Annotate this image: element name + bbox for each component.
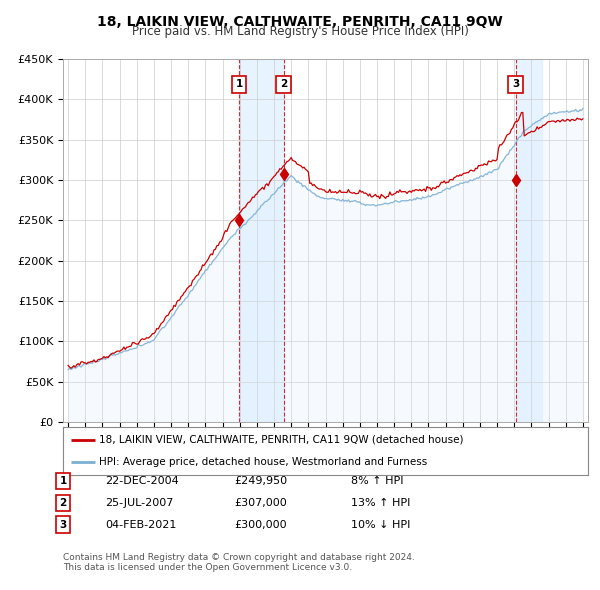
Text: 18, LAIKIN VIEW, CALTHWAITE, PENRITH, CA11 9QW: 18, LAIKIN VIEW, CALTHWAITE, PENRITH, CA…	[97, 15, 503, 29]
Text: Contains HM Land Registry data © Crown copyright and database right 2024.: Contains HM Land Registry data © Crown c…	[63, 553, 415, 562]
Text: 1: 1	[59, 476, 67, 486]
Text: 22-DEC-2004: 22-DEC-2004	[105, 476, 179, 486]
Text: Price paid vs. HM Land Registry's House Price Index (HPI): Price paid vs. HM Land Registry's House …	[131, 25, 469, 38]
Text: HPI: Average price, detached house, Westmorland and Furness: HPI: Average price, detached house, West…	[98, 457, 427, 467]
Text: 18, LAIKIN VIEW, CALTHWAITE, PENRITH, CA11 9QW (detached house): 18, LAIKIN VIEW, CALTHWAITE, PENRITH, CA…	[98, 435, 463, 445]
Text: 3: 3	[59, 520, 67, 529]
Text: 2: 2	[280, 80, 287, 90]
Text: 13% ↑ HPI: 13% ↑ HPI	[351, 498, 410, 507]
Bar	[516, 59, 542, 422]
Text: 3: 3	[512, 80, 520, 90]
Text: 2: 2	[59, 498, 67, 507]
Text: 25-JUL-2007: 25-JUL-2007	[105, 498, 173, 507]
Text: £307,000: £307,000	[234, 498, 287, 507]
Text: £249,950: £249,950	[234, 476, 287, 486]
Text: 10% ↓ HPI: 10% ↓ HPI	[351, 520, 410, 529]
Text: 1: 1	[236, 80, 243, 90]
Text: 8% ↑ HPI: 8% ↑ HPI	[351, 476, 404, 486]
Text: 04-FEB-2021: 04-FEB-2021	[105, 520, 176, 529]
Bar	[239, 59, 284, 422]
Text: £300,000: £300,000	[234, 520, 287, 529]
Text: This data is licensed under the Open Government Licence v3.0.: This data is licensed under the Open Gov…	[63, 563, 352, 572]
